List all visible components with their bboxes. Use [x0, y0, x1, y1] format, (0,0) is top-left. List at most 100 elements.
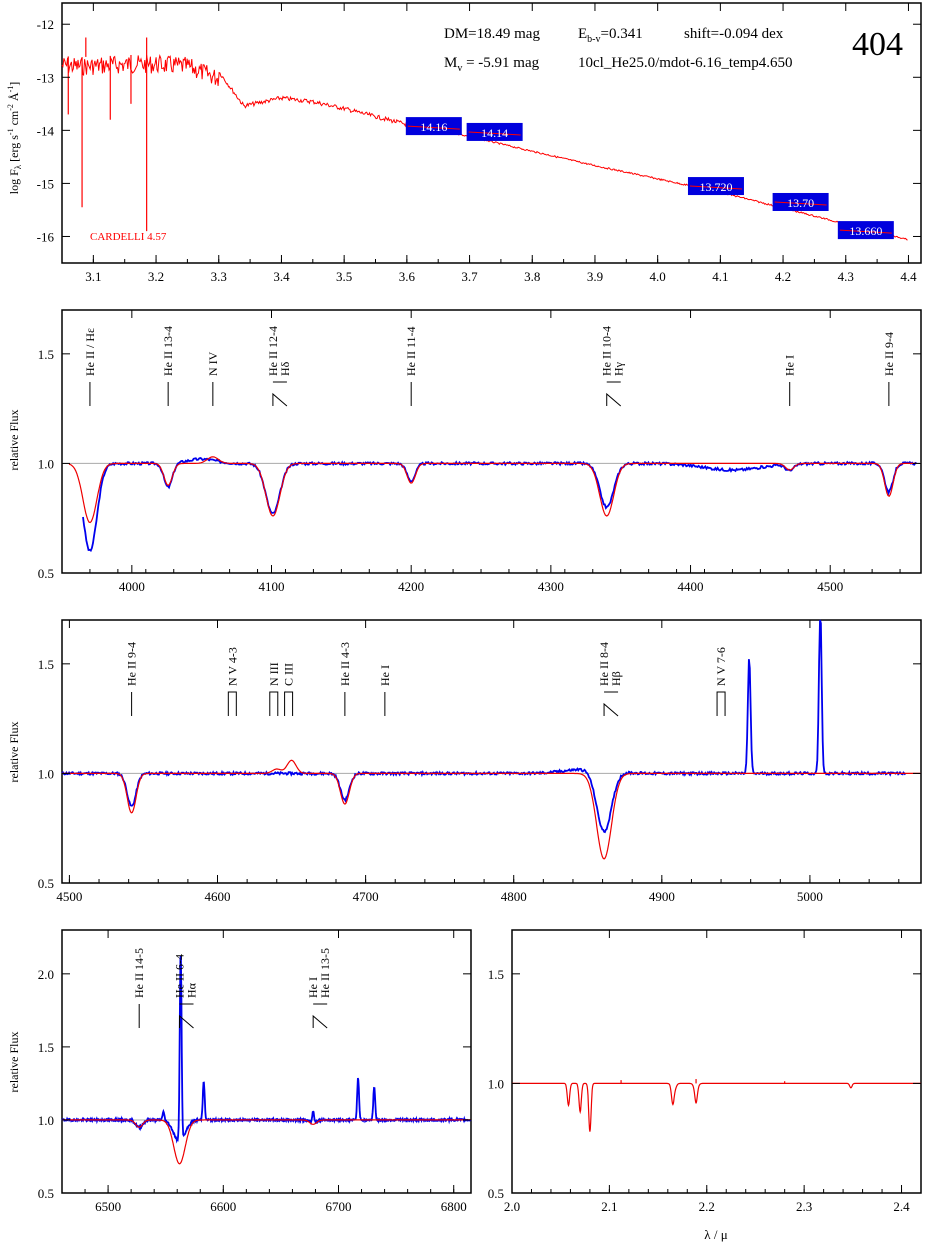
- x-tick-label: 4100: [259, 579, 285, 594]
- green-frame: [61, 619, 922, 884]
- sed-model-spectrum: [61, 53, 908, 241]
- y-tick-label: -15: [37, 176, 54, 191]
- y-tick-label: 0.5: [38, 566, 54, 581]
- red-model-spectrum: [62, 1119, 471, 1165]
- x-tick-label: 4500: [817, 579, 843, 594]
- y-tick-label: 1.5: [38, 347, 54, 362]
- blue-y-axis-label: relative Flux: [7, 410, 21, 471]
- sed-y-ticks: 3.1 3.2 3.3 3.4 3.5 3.6 3.7 3.8 3.9 4.0 4.1 4.2 4.3 4…: [37, 3, 921, 284]
- y-tick-label: -13: [37, 70, 54, 85]
- x-tick-label: 6500: [95, 1199, 121, 1214]
- x-tick-label: 4400: [678, 579, 704, 594]
- x-tick-label: 2.4: [893, 1199, 910, 1214]
- x-tick-label: 3.4: [273, 269, 290, 284]
- x-tick-label: 4300: [538, 579, 564, 594]
- red-observed-spectrum: [61, 955, 472, 1144]
- line-id-label: He I: [783, 355, 797, 376]
- y-tick-label: 0.5: [38, 876, 54, 891]
- line-id-label-2: Hγ: [612, 361, 626, 376]
- ir-plot-area: [512, 1079, 921, 1132]
- y-tick-label: 1.0: [38, 766, 54, 781]
- green-observed-spectrum: [61, 619, 907, 834]
- x-tick-label: 3.5: [336, 269, 352, 284]
- line-id-label: He II 13-4: [161, 326, 175, 376]
- photometry-label: 14.14: [481, 126, 508, 140]
- line-id-label: N V 7-6: [714, 647, 728, 686]
- ir-spectrum-panel: 2.0 2.1 2.2 2.3 2.4 0.5 1.0 1.5 λ / μ: [488, 929, 922, 1242]
- photometry-box: [466, 122, 523, 141]
- y-tick-label: 0.5: [38, 1186, 54, 1201]
- figure-id: 404: [852, 26, 903, 63]
- y-tick-label: -12: [37, 17, 54, 32]
- sed-y-axis-label: log Fλ [erg s-1 cm-2 Å-1]: [6, 82, 23, 195]
- line-id-fork: [179, 1014, 194, 1029]
- y-tick-label: 1.0: [38, 456, 54, 471]
- line-id-label: He II 11-4: [404, 326, 418, 376]
- line-id-bracket: [269, 691, 279, 716]
- photometry-label: 13.720: [699, 180, 732, 194]
- line-id-label: He II 9-4: [125, 642, 139, 686]
- ir-model-spectrum: [512, 1082, 921, 1132]
- blue-model-spectrum: [68, 456, 916, 524]
- red-y-axis-label: relative Flux: [7, 1032, 21, 1093]
- line-id-bracket: [227, 691, 237, 716]
- line-id-label: He II 10-4: [600, 326, 614, 376]
- x-tick-label: 5000: [797, 889, 823, 904]
- photometry-box: [837, 221, 894, 240]
- red-plot-area: [61, 955, 472, 1165]
- photometry-label: 13.70: [787, 196, 814, 210]
- line-id-label-2: Hβ: [609, 671, 623, 686]
- x-tick-label: 4900: [649, 889, 675, 904]
- y-tick-label: -16: [37, 229, 55, 244]
- ebv-text: Eb-v=0.341: [578, 26, 643, 45]
- photometry-model-segment: [839, 229, 892, 234]
- x-tick-label: 3.6: [399, 269, 416, 284]
- blue-ticks: 4000 4100 4200 4300 4400 4500 0.5 1.0 1.5: [38, 310, 921, 594]
- x-tick-label: 2.3: [796, 1199, 812, 1214]
- photometry-model-segment: [468, 131, 521, 136]
- photometry-model-segment: [407, 125, 460, 130]
- green-model-spectrum: [62, 759, 921, 860]
- photometry-model-segment: [689, 185, 742, 190]
- line-id-label-2: Hδ: [278, 361, 292, 376]
- photometry-label: 14.16: [420, 120, 447, 134]
- green-spectrum-panel: 4500 4600 4700 4800 4900 5000 0.5 1.0 1.5 He II …: [7, 619, 922, 904]
- sed-frame: [61, 2, 922, 264]
- x-tick-label: 6800: [441, 1199, 467, 1214]
- line-id-label: He II 8-4: [597, 642, 611, 686]
- y-tick-label: 1.0: [38, 1113, 54, 1128]
- line-id-label: He II 4-3: [338, 642, 352, 686]
- line-id-fork: [312, 1014, 328, 1029]
- x-tick-label: 3.8: [524, 269, 540, 284]
- ir-x-axis-label: λ / μ: [704, 1227, 727, 1242]
- y-tick-label: 2.0: [38, 967, 54, 982]
- line-id-label: N V 4-3: [225, 647, 239, 686]
- x-tick-label: 3.1: [85, 269, 101, 284]
- x-tick-label: 4.4: [900, 269, 917, 284]
- blue-plot-area: [62, 456, 921, 552]
- ir-frame: [511, 929, 922, 1194]
- blue-frame: [61, 309, 922, 574]
- line-id-label: He I: [378, 665, 392, 686]
- x-tick-label: 4800: [501, 889, 527, 904]
- green-y-axis-label: relative Flux: [7, 722, 21, 783]
- line-id-fork: [272, 392, 288, 407]
- line-id-label: He II 12-4: [266, 326, 280, 376]
- x-tick-label: 3.3: [211, 269, 227, 284]
- x-tick-label: 3.9: [587, 269, 603, 284]
- x-tick-label: 4.3: [838, 269, 854, 284]
- line-id-label: He II 9-4: [882, 332, 896, 376]
- blue-observed-spectrum: [82, 457, 917, 552]
- y-tick-label: 1.5: [488, 967, 504, 982]
- red-line-ids: He II 14-5 He II 6-4Hα He IHe II 13-5: [132, 948, 332, 1029]
- photometry-label: 13.660: [849, 224, 882, 238]
- line-id-label: He II / Hε: [83, 328, 97, 376]
- reddening-label: CARDELLI 4.57: [90, 231, 167, 243]
- y-tick-label: -14: [37, 123, 55, 138]
- y-tick-label: 0.5: [488, 1186, 504, 1201]
- dm-text: DM=18.49 mag: [444, 26, 540, 42]
- blue-spectrum-panel: 4000 4100 4200 4300 4400 4500 0.5 1.0 1.5 He II …: [7, 309, 922, 594]
- y-tick-label: 1.5: [38, 1040, 54, 1055]
- x-tick-label: 4200: [398, 579, 424, 594]
